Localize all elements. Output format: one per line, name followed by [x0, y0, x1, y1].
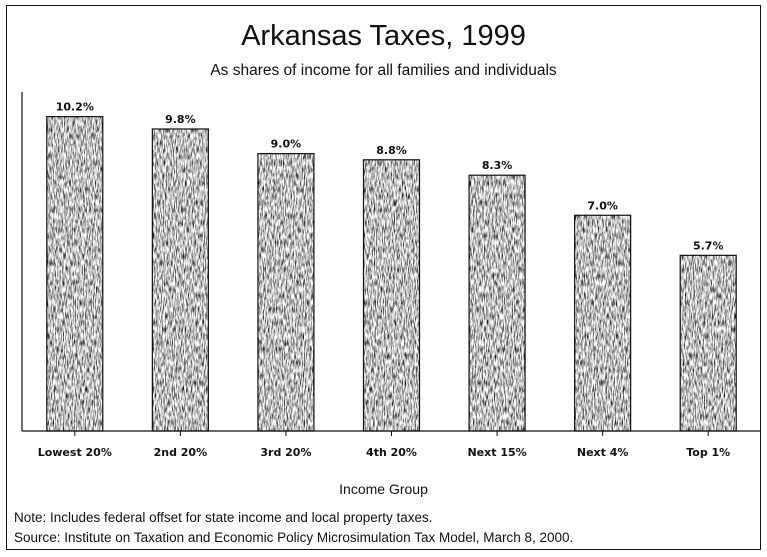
bar-fill: [469, 175, 526, 431]
data-label: 5.7%: [693, 239, 724, 252]
note-text: Note: Includes federal offset for state …: [14, 510, 433, 525]
x-axis-label: Income Group: [339, 481, 428, 497]
x-tick-label: Next 4%: [577, 446, 629, 459]
data-label: 9.0%: [271, 138, 302, 151]
x-tick-label: Top 1%: [686, 446, 730, 459]
chart-title: Arkansas Taxes, 1999: [241, 20, 526, 52]
data-label: 7.0%: [587, 199, 618, 212]
bar-chart: 10.2% Lowest 20% 9.8% 2nd 20% 9.0% 3rd 20% 8.8…: [21, 92, 761, 459]
data-label: 10.2%: [56, 101, 94, 114]
x-tick-label: 2nd 20%: [154, 446, 208, 459]
data-label: 9.8%: [165, 113, 196, 126]
bar-fill: [574, 215, 631, 431]
bar-fill: [680, 255, 737, 431]
x-tick-label: Next 15%: [467, 446, 526, 459]
bar-fill: [152, 128, 209, 431]
x-tick-label: 4th 20%: [366, 446, 417, 459]
data-label: 8.3%: [482, 159, 513, 172]
data-label: 8.8%: [376, 144, 407, 157]
bar-fill: [257, 153, 314, 432]
chart-frame: [6, 5, 761, 550]
x-tick-label: Lowest 20%: [38, 446, 112, 459]
chart-subtitle: As shares of income for all families and…: [210, 62, 557, 79]
x-tick-label: 3rd 20%: [260, 446, 311, 459]
bar-fill: [363, 159, 420, 432]
bar-fill: [46, 116, 103, 432]
source-text: Source: Institute on Taxation and Econom…: [14, 530, 574, 545]
